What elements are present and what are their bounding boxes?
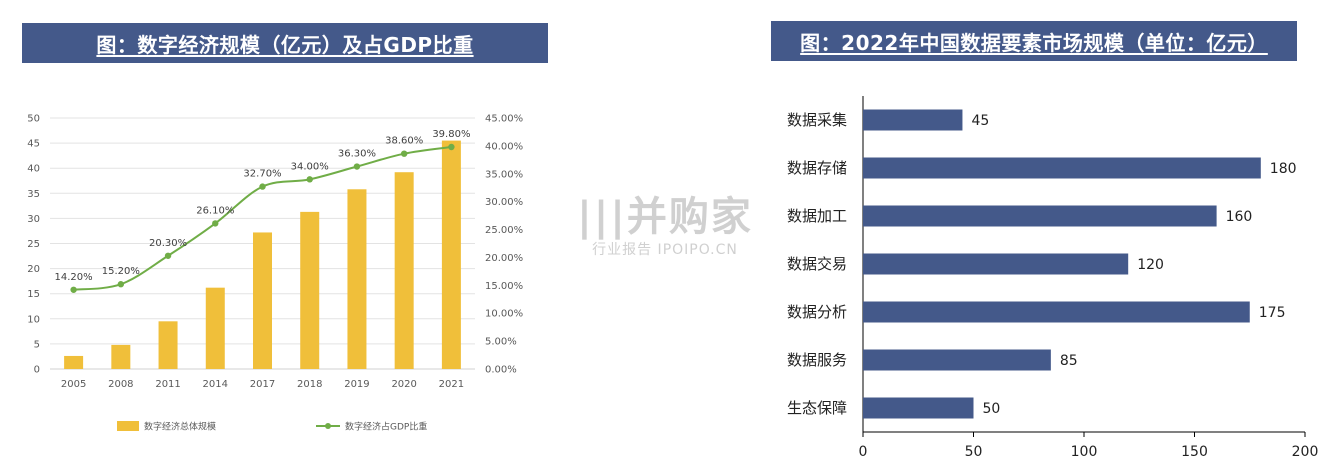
line-point — [400, 150, 408, 157]
category-label: 数据采集 — [787, 111, 847, 129]
y-right-tick-label: 0.00% — [485, 365, 517, 376]
bar — [863, 349, 1051, 371]
digital-economy-combo-chart: 0 5 10 15 20 25 30 35 40 45 50 0.00% 5.00% 10.00% 15.0… — [27, 114, 523, 433]
x-tick-label: 2020 — [391, 379, 416, 390]
bar-value-label: 50 — [983, 401, 1001, 417]
line-point — [353, 163, 361, 170]
bar — [394, 172, 414, 369]
bar-value-label: 160 — [1226, 209, 1253, 225]
line-point — [306, 176, 313, 183]
bar-value-label: 175 — [1259, 305, 1286, 321]
bar — [158, 321, 178, 369]
y-right-tick-label: 10.00% — [485, 309, 523, 320]
x-tick-label: 2011 — [155, 379, 180, 390]
line-data-label: 39.80% — [432, 129, 470, 140]
y-left-tick-label: 15 — [27, 289, 40, 300]
x-tick-label: 0 — [859, 444, 868, 460]
y-left-tick-label: 50 — [27, 114, 40, 125]
left-chart-title-banner: 图：数字经济规模（亿元）及占GDP比重 — [22, 23, 548, 63]
line-point — [117, 281, 125, 288]
legend-label-bar: 数字经济总体规模 — [144, 421, 216, 433]
x-tick-label: 2019 — [344, 379, 369, 390]
line-data-label: 14.20% — [55, 272, 93, 283]
category-label: 数据加工 — [787, 207, 847, 225]
x-tick-label: 200 — [1292, 444, 1319, 460]
x-tick-label: 100 — [1071, 444, 1098, 460]
y-left-tick-label: 40 — [27, 164, 40, 175]
y-right-tick-label: 35.00% — [485, 169, 523, 180]
watermark-logo: |||并购家 — [577, 194, 753, 240]
bar — [863, 205, 1217, 227]
legend-swatch-bar — [117, 421, 139, 431]
legend-label-line: 数字经济占GDP比重 — [345, 421, 427, 433]
line-point — [259, 183, 266, 190]
y-right-tick-label: 25.00% — [485, 225, 523, 236]
watermark: |||并购家 行业报告 IPOIPO.CN — [555, 195, 775, 259]
y-left-tick-label: 5 — [34, 339, 40, 350]
line-data-label: 32.70% — [243, 169, 281, 180]
y-left-tick-label: 45 — [27, 139, 40, 150]
data-market-bar-chart: 数据采集 45 数据存储 180 数据加工 160 数据交易 120 数据分析 175 数据服务 85… — [787, 96, 1319, 460]
y-left-tick-label: 30 — [27, 214, 40, 225]
x-tick-label: 2008 — [108, 379, 133, 390]
bar — [863, 397, 974, 419]
category-label: 数据交易 — [787, 255, 847, 273]
y-left-tick-label: 10 — [27, 314, 40, 325]
bar-value-label: 180 — [1270, 161, 1297, 177]
line-data-label: 38.60% — [385, 136, 423, 147]
bar — [205, 287, 225, 369]
line-data-label: 36.30% — [338, 149, 376, 160]
bar-value-label: 45 — [971, 113, 989, 129]
right-chart-title: 图：2022年中国数据要素市场规模（单位：亿元） — [800, 30, 1268, 55]
legend-swatch-marker — [325, 423, 331, 429]
right-chart-title-banner: 图：2022年中国数据要素市场规模（单位：亿元） — [771, 21, 1297, 61]
bar — [253, 232, 272, 369]
line-data-label: 34.00% — [291, 161, 329, 172]
bar — [441, 140, 461, 369]
bar — [863, 109, 963, 131]
line-data-label: 26.10% — [196, 205, 234, 216]
bar — [863, 253, 1129, 275]
category-label: 数据存储 — [787, 159, 847, 177]
y-left-tick-label: 25 — [27, 239, 40, 250]
bar — [300, 211, 320, 369]
y-right-tick-label: 15.00% — [485, 281, 523, 292]
y-left-tick-label: 0 — [34, 365, 40, 376]
y-right-tick-label: 45.00% — [485, 114, 523, 125]
bar — [111, 344, 131, 369]
x-tick-label: 2005 — [61, 379, 86, 390]
x-tick-label: 50 — [965, 444, 983, 460]
bar — [863, 157, 1261, 179]
left-chart-title: 图：数字经济规模（亿元）及占GDP比重 — [96, 32, 474, 57]
x-tick-label: 2017 — [250, 379, 275, 390]
line-point — [70, 286, 77, 293]
bar-value-label: 120 — [1137, 257, 1164, 273]
line-data-label: 20.30% — [149, 238, 187, 249]
category-label: 数据分析 — [787, 303, 847, 321]
bar-value-label: 85 — [1060, 353, 1078, 369]
line-point — [448, 143, 455, 151]
watermark-subtitle: 行业报告 IPOIPO.CN — [592, 242, 738, 258]
line-point — [212, 220, 219, 227]
x-tick-label: 2021 — [439, 379, 464, 390]
bar — [64, 355, 84, 369]
line-point — [164, 252, 172, 259]
y-right-tick-label: 30.00% — [485, 197, 523, 208]
line-data-label: 15.20% — [102, 266, 140, 277]
category-label: 生态保障 — [787, 399, 847, 417]
bar — [347, 189, 367, 369]
y-left-tick-label: 20 — [27, 264, 40, 275]
bar — [863, 301, 1250, 323]
y-right-tick-label: 5.00% — [485, 337, 517, 348]
category-label: 数据服务 — [787, 351, 847, 369]
x-tick-label: 150 — [1181, 444, 1208, 460]
x-tick-label: 2014 — [203, 379, 228, 390]
y-right-tick-label: 40.00% — [485, 141, 523, 152]
y-left-tick-label: 35 — [27, 189, 40, 200]
y-right-tick-label: 20.00% — [485, 253, 523, 264]
x-tick-label: 2018 — [297, 379, 322, 390]
